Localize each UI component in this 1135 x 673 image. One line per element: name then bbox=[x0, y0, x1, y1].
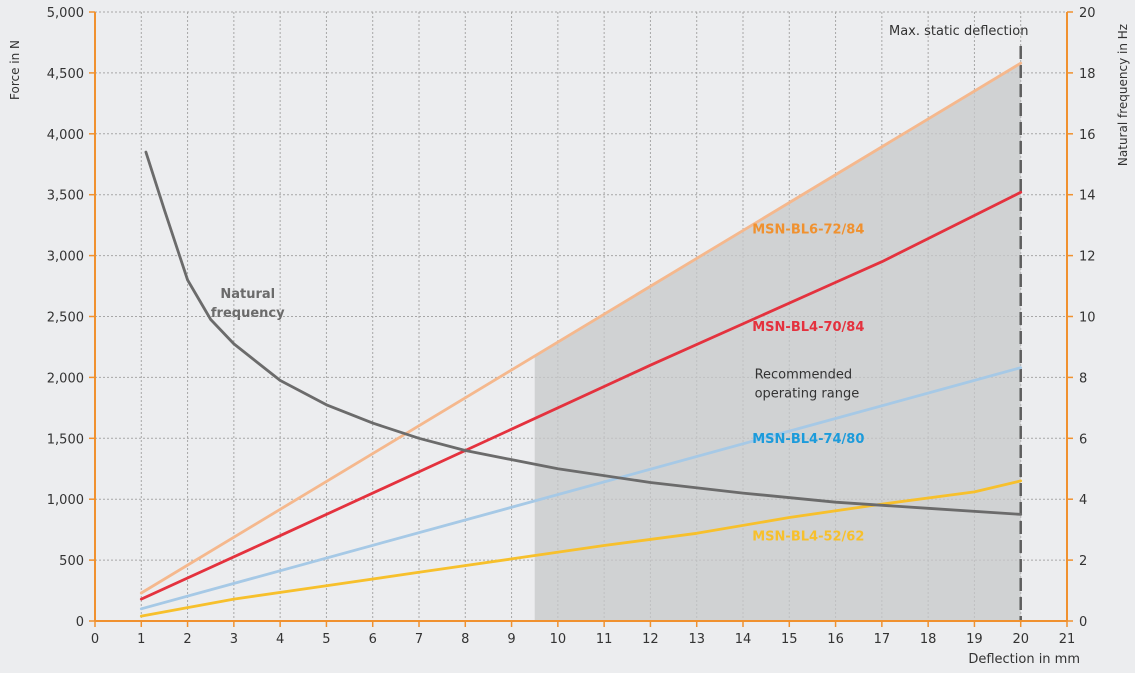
y2-tick-label-6: 12 bbox=[1079, 250, 1096, 265]
x-tick-label-18: 18 bbox=[920, 632, 937, 647]
x-tick-label-15: 15 bbox=[781, 632, 798, 647]
y2-tick-label-0: 0 bbox=[1079, 615, 1087, 630]
x-tick-label-3: 3 bbox=[230, 632, 238, 647]
x-tick-label-8: 8 bbox=[461, 632, 469, 647]
x-tick-label-17: 17 bbox=[874, 632, 891, 647]
x-tick-label-4: 4 bbox=[276, 632, 284, 647]
x-tick-label-0: 0 bbox=[91, 632, 99, 647]
y-tick-label-8: 4,000 bbox=[47, 128, 84, 143]
y2-tick-label-1: 2 bbox=[1079, 554, 1087, 569]
series-label-0: MSN-BL6-72/84 bbox=[752, 223, 864, 238]
y2-tick-label-5: 10 bbox=[1079, 311, 1096, 326]
y-tick-label-10: 5,000 bbox=[47, 6, 84, 21]
series-line-4 bbox=[144, 150, 1023, 516]
series-labels: MSN-BL6-72/84 MSN-BL4-70/84 MSN-BL4-74/80 M… bbox=[211, 223, 865, 545]
series-label-4: Natural frequency bbox=[211, 287, 285, 321]
x-tick-label-21: 21 bbox=[1059, 632, 1076, 647]
y2-tick-label-9: 18 bbox=[1079, 67, 1096, 82]
tick-labels: 0 1 2 3 4 5 6 7 8 9 10 11 12 13 14 15 16 17 18 19 20 2105001,… bbox=[47, 6, 1096, 647]
axes bbox=[89, 11, 1073, 627]
y2-tick-label-2: 4 bbox=[1079, 493, 1087, 508]
x-tick-label-14: 14 bbox=[735, 632, 752, 647]
x-tick-label-2: 2 bbox=[183, 632, 191, 647]
x-tick-label-20: 20 bbox=[1012, 632, 1029, 647]
series-line-2 bbox=[139, 366, 1023, 611]
y2-tick-label-3: 6 bbox=[1079, 432, 1087, 447]
recommended-operating-range-label: Recommended operating range bbox=[755, 368, 860, 402]
y-tick-label-7: 3,500 bbox=[47, 189, 84, 204]
y-tick-label-9: 4,500 bbox=[47, 67, 84, 82]
x-axis-label: Deflection in mm bbox=[968, 652, 1080, 667]
x-tick-label-11: 11 bbox=[596, 632, 613, 647]
y2-tick-label-8: 16 bbox=[1079, 128, 1096, 143]
y-tick-label-2: 1,000 bbox=[47, 493, 84, 508]
series-label-3: MSN-BL4-52/62 bbox=[752, 530, 864, 545]
recommended-operating-range-region bbox=[534, 46, 1022, 621]
y-tick-label-4: 2,000 bbox=[47, 371, 84, 386]
x-tick-label-16: 16 bbox=[827, 632, 844, 647]
series-line-3 bbox=[139, 479, 1023, 618]
series-lines bbox=[139, 61, 1023, 618]
max-static-deflection-label: Max. static deflection bbox=[889, 24, 1028, 39]
y-tick-label-1: 500 bbox=[59, 554, 84, 569]
y2-axis-label: Natural frequency in Hz bbox=[1116, 24, 1130, 166]
series-line-1 bbox=[139, 190, 1023, 601]
y-axis-label: Force in N bbox=[8, 40, 22, 100]
series-label-1: MSN-BL4-70/84 bbox=[752, 320, 864, 335]
x-tick-label-7: 7 bbox=[415, 632, 423, 647]
y2-tick-label-10: 20 bbox=[1079, 6, 1096, 21]
x-tick-label-12: 12 bbox=[642, 632, 659, 647]
x-tick-label-1: 1 bbox=[137, 632, 145, 647]
operating-range-area bbox=[534, 63, 1021, 621]
x-tick-label-5: 5 bbox=[322, 632, 330, 647]
series-line-0 bbox=[139, 61, 1023, 595]
y-tick-label-0: 0 bbox=[76, 615, 84, 630]
x-tick-label-13: 13 bbox=[688, 632, 705, 647]
y2-tick-label-4: 8 bbox=[1079, 371, 1087, 386]
y-tick-label-5: 2,500 bbox=[47, 311, 84, 326]
x-tick-label-10: 10 bbox=[550, 632, 567, 647]
x-tick-label-9: 9 bbox=[507, 632, 515, 647]
y2-tick-label-7: 14 bbox=[1079, 189, 1096, 204]
y-tick-label-6: 3,000 bbox=[47, 250, 84, 265]
x-tick-label-6: 6 bbox=[369, 632, 377, 647]
x-tick-label-19: 19 bbox=[966, 632, 983, 647]
y-tick-label-3: 1,500 bbox=[47, 432, 84, 447]
series-label-2: MSN-BL4-74/80 bbox=[752, 432, 864, 447]
